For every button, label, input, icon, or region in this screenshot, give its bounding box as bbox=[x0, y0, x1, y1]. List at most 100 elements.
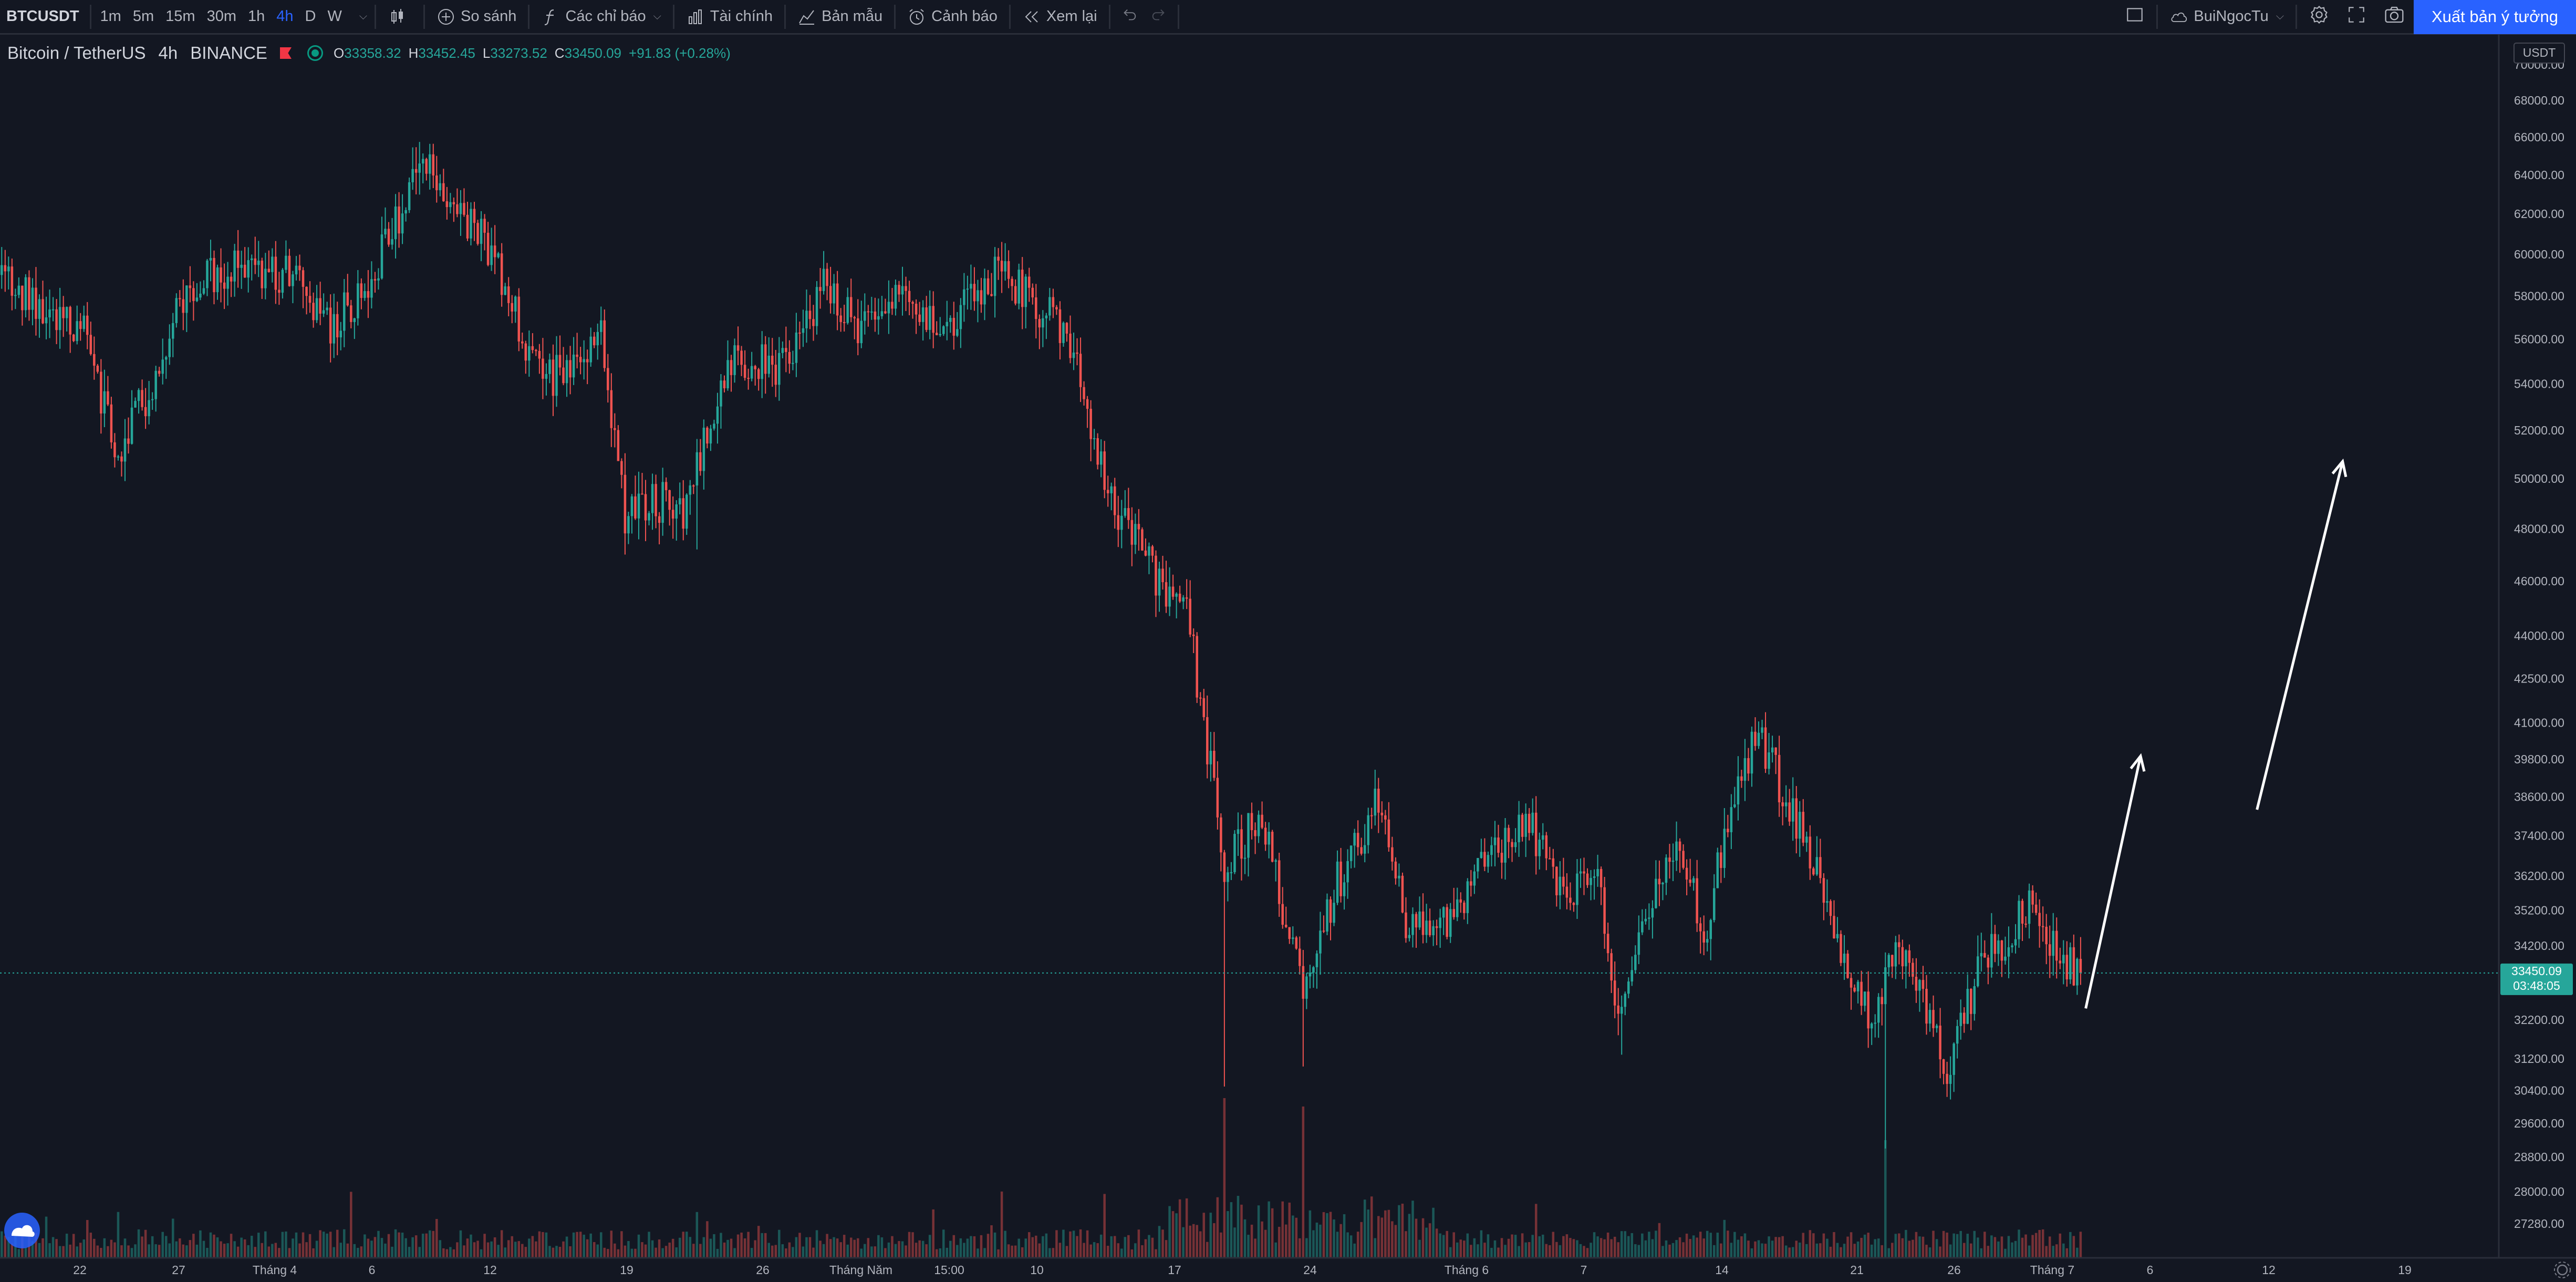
volume-bar bbox=[864, 1244, 866, 1258]
interval-w[interactable]: W bbox=[327, 8, 342, 25]
settings-button[interactable] bbox=[2300, 0, 2338, 34]
compare-button[interactable]: So sánh bbox=[428, 0, 525, 34]
volume-bar bbox=[1637, 1245, 1640, 1258]
interval-15m[interactable]: 15m bbox=[165, 8, 195, 25]
candle-body bbox=[483, 219, 486, 233]
candle-body bbox=[1764, 727, 1767, 769]
candle-body bbox=[1237, 829, 1240, 834]
volume-bar bbox=[1990, 1235, 1993, 1258]
user-menu[interactable]: BuiNgocTu ⌵ bbox=[2161, 0, 2292, 34]
candle-body bbox=[1912, 963, 1914, 977]
candle-body bbox=[946, 322, 949, 327]
candle-body bbox=[949, 317, 952, 322]
volume-bar bbox=[1784, 1245, 1788, 1258]
time-tick-label: 19 bbox=[2398, 1263, 2412, 1277]
volume-bar bbox=[384, 1243, 387, 1258]
snapshot-button[interactable] bbox=[2375, 0, 2414, 34]
candle-body bbox=[1962, 1012, 1966, 1024]
candle-body bbox=[1343, 882, 1346, 896]
interval-dropdown[interactable]: ⌵ bbox=[348, 0, 371, 34]
volume-bar bbox=[107, 1246, 109, 1258]
candle-body bbox=[2055, 931, 2058, 961]
symbol-search[interactable]: BTCUSDT bbox=[6, 8, 79, 25]
volume-bar bbox=[483, 1234, 486, 1258]
volume-bar bbox=[38, 1243, 41, 1258]
volume-bar bbox=[1466, 1233, 1469, 1258]
volume-bar bbox=[1421, 1218, 1425, 1258]
candle-body bbox=[243, 264, 246, 278]
candle-body bbox=[990, 294, 993, 296]
volume-bar bbox=[2004, 1248, 2007, 1258]
volume-bar bbox=[723, 1242, 726, 1258]
volume-bar bbox=[151, 1236, 154, 1258]
volume-bar bbox=[414, 1235, 418, 1258]
undo-button[interactable] bbox=[1114, 0, 1144, 34]
volume-bar bbox=[250, 1236, 253, 1258]
fullscreen-button[interactable] bbox=[2338, 0, 2375, 34]
volume-bar bbox=[100, 1248, 102, 1258]
candle-body bbox=[470, 209, 472, 239]
volume-bar bbox=[1134, 1243, 1137, 1258]
candle-body bbox=[723, 380, 726, 389]
candle-body bbox=[1432, 926, 1435, 936]
tradingview-logo[interactable] bbox=[4, 1213, 40, 1248]
volume-bar bbox=[1045, 1233, 1048, 1258]
volume-bar bbox=[141, 1236, 143, 1258]
replay-button[interactable]: Xem lại bbox=[1014, 0, 1106, 34]
volume-bar bbox=[110, 1239, 113, 1258]
candle-body bbox=[1802, 812, 1805, 843]
volume-bar bbox=[363, 1234, 366, 1258]
candlestick-series bbox=[1, 142, 2082, 1149]
price-axis[interactable]: 27280.00 28000.00 28800.00 29600.00 30400.00… bbox=[2498, 35, 2564, 1258]
interval-30m[interactable]: 30m bbox=[206, 8, 236, 25]
volume-bar bbox=[1538, 1236, 1541, 1258]
candle-body bbox=[240, 264, 243, 268]
volume-bar bbox=[182, 1244, 185, 1258]
interval-1h[interactable]: 1h bbox=[247, 8, 265, 25]
interval-d[interactable]: D bbox=[305, 8, 316, 25]
candle-body bbox=[1202, 698, 1206, 717]
candle-body bbox=[1511, 842, 1513, 847]
layout-button[interactable] bbox=[2116, 0, 2153, 34]
candle-body bbox=[151, 399, 154, 400]
candle-body bbox=[1702, 931, 1705, 943]
candle-body bbox=[898, 285, 900, 295]
chart-type-button[interactable] bbox=[379, 0, 420, 34]
volume-bar bbox=[788, 1242, 791, 1258]
publish-idea-button[interactable]: Xuất bản ý tưởng bbox=[2413, 0, 2576, 34]
axis-settings-icon[interactable] bbox=[2554, 1262, 2571, 1278]
candle-body bbox=[2079, 958, 2082, 973]
volume-bar bbox=[675, 1247, 678, 1258]
volume-bar bbox=[1055, 1230, 1058, 1258]
alerts-button[interactable]: Cảnh báo bbox=[899, 0, 1006, 34]
interval-4h[interactable]: 4h bbox=[276, 8, 294, 25]
volume-bar bbox=[1189, 1225, 1191, 1258]
volume-bar bbox=[1874, 1239, 1876, 1258]
volume-bar bbox=[1058, 1243, 1062, 1258]
candle-body bbox=[1206, 717, 1209, 764]
candle-body bbox=[1713, 888, 1716, 921]
flag-icon[interactable] bbox=[279, 47, 292, 59]
financials-button[interactable]: Tài chính bbox=[678, 0, 781, 34]
redo-button[interactable] bbox=[1144, 0, 1175, 34]
candle-body bbox=[1408, 935, 1411, 938]
volume-bar bbox=[353, 1244, 356, 1258]
volume-bar bbox=[1028, 1232, 1031, 1258]
volume-bar bbox=[651, 1240, 654, 1258]
indicators-button[interactable]: Các chỉ báo ⌵ bbox=[533, 0, 669, 34]
market-status-icon[interactable] bbox=[307, 45, 323, 61]
time-axis[interactable]: 22 27 Tháng 4 6 12 19 26 Tháng Năm 15:00 10 17 24 Th… bbox=[0, 1257, 2576, 1277]
volume-bar bbox=[421, 1233, 424, 1258]
volume-bar bbox=[1428, 1223, 1431, 1258]
legend-symbol-name[interactable]: Bitcoin / TetherUS bbox=[7, 43, 146, 63]
interval-1m[interactable]: 1m bbox=[100, 8, 121, 25]
candle-body bbox=[1137, 524, 1140, 530]
volume-bar bbox=[1384, 1210, 1387, 1258]
candle-body bbox=[247, 260, 250, 278]
candle-body bbox=[1493, 838, 1497, 845]
drawings-layer[interactable] bbox=[2084, 458, 2348, 1009]
templates-button[interactable]: Bản mẫu bbox=[789, 0, 891, 34]
volume-bar bbox=[905, 1245, 907, 1258]
interval-5m[interactable]: 5m bbox=[132, 8, 154, 25]
